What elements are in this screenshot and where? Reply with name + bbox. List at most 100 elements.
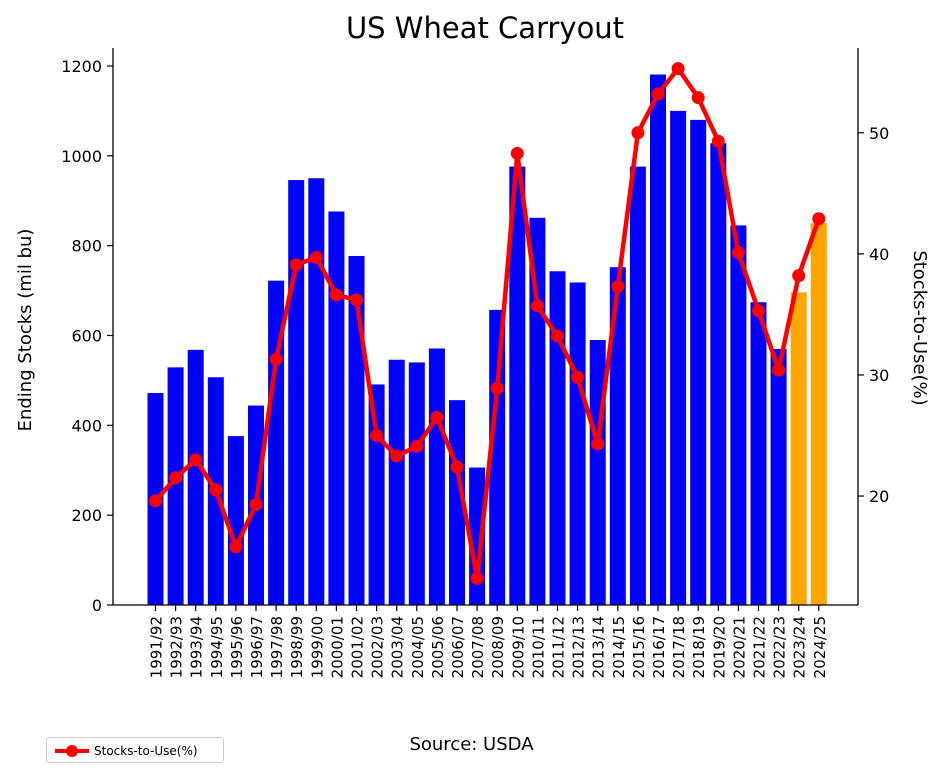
bar-2015-16 (629, 166, 646, 605)
bar-2001-02 (348, 255, 365, 605)
stocks-to-use-point-2015-16 (631, 126, 645, 140)
bar-2000-01 (328, 211, 345, 605)
bar-2003-04 (388, 359, 405, 605)
x-tick-label-2020-21: 2020/21 (730, 616, 748, 678)
x-tick-label-2019-20: 2019/20 (710, 616, 728, 678)
x-tick-label-1995-96: 1995/96 (228, 616, 246, 678)
stocks-to-use-point-1994-95 (209, 483, 223, 497)
bar-2017-18 (670, 110, 687, 606)
stocks-to-use-point-2017-18 (671, 62, 685, 76)
x-tick-label-2008-09: 2008/09 (489, 616, 507, 678)
stocks-to-use-point-1993-94 (189, 453, 203, 467)
bar-2007-08 (469, 467, 486, 605)
bar-2009-10 (509, 166, 526, 605)
stocks-to-use-line (153, 66, 821, 581)
stocks-to-use-point-2020-21 (731, 246, 745, 260)
bar-2014-15 (609, 267, 626, 605)
stocks-to-use-point-1995-96 (229, 540, 243, 554)
x-tick-label-2009-10: 2009/10 (509, 616, 527, 678)
x-tick-label-1992-93: 1992/93 (168, 616, 186, 678)
x-tick-label-1996-97: 1996/97 (248, 616, 266, 678)
bar-1993-94 (187, 349, 204, 605)
x-tick-label-2018-19: 2018/19 (690, 616, 708, 678)
x-tick-label-2013-14: 2013/14 (590, 616, 608, 678)
bar-2018-19 (690, 119, 707, 605)
x-tick-label-2021-22: 2021/22 (751, 616, 769, 678)
bar-1992-93 (167, 367, 184, 605)
x-tick-label-1993-94: 1993/94 (188, 616, 206, 678)
bar-2024-25 (810, 223, 827, 605)
x-tick-label-2017-18: 2017/18 (670, 616, 688, 678)
y2-axis-label: Stocks-to-Use(%) (909, 250, 930, 405)
bar-2012-13 (569, 282, 586, 605)
legend-marker-swatch (66, 745, 78, 757)
stocks-to-use-point-2021-22 (752, 304, 765, 318)
bar-2011-12 (549, 271, 566, 605)
y2-tick-label-20: 20 (869, 487, 889, 506)
stocks-to-use-point-2016-17 (651, 87, 665, 101)
x-tick-label-2015-16: 2015/16 (630, 616, 648, 678)
stocks-to-use-point-1991-92 (149, 494, 162, 508)
x-tick-label-2003-04: 2003/04 (389, 616, 407, 678)
stocks-to-use-point-2022-23 (772, 363, 786, 377)
bar-2020-21 (730, 225, 747, 605)
stocks-to-use-point-2007-08 (470, 571, 484, 585)
bar-1999-00 (308, 178, 325, 606)
x-tick-label-2002-03: 2002/03 (369, 616, 387, 678)
y-tick-label-0: 0 (92, 596, 102, 615)
y-axis-label: Ending Stocks (mil bu) (15, 229, 36, 432)
y-tick-label-800: 800 (71, 237, 102, 256)
bar-1995-96 (227, 436, 244, 605)
legend-label-stocks-to-use: Stocks-to-Use(%) (94, 744, 198, 758)
stocks-to-use-point-2018-19 (691, 91, 705, 105)
x-tick-label-2022-23: 2022/23 (771, 616, 789, 678)
stocks-to-use-point-2014-15 (611, 280, 625, 294)
x-tick-label-2005-06: 2005/06 (429, 616, 447, 678)
stocks-to-use-point-2008-09 (490, 381, 504, 395)
x-tick-label-2006-07: 2006/07 (449, 616, 467, 678)
stocks-to-use-point-1999-00 (309, 250, 323, 264)
stocks-to-use-point-2024-25 (812, 212, 826, 226)
x-tick-label-1999-00: 1999/00 (308, 616, 326, 678)
bar-2016-17 (650, 74, 666, 605)
legend: Stocks-to-Use(%) (46, 737, 224, 763)
y-tick-label-200: 200 (71, 506, 102, 525)
x-tick-label-1991-92: 1991/92 (148, 616, 166, 678)
y2-tick-label-40: 40 (869, 245, 889, 264)
x-tick-label-1997-98: 1997/98 (268, 616, 286, 678)
stocks-to-use-point-2000-01 (329, 288, 343, 302)
source-note: Source: USDA (409, 734, 534, 755)
stocks-to-use-point-1997-98 (269, 352, 283, 366)
stocks-to-use-point-2010-11 (530, 299, 544, 313)
x-tick-label-2016-17: 2016/17 (650, 616, 668, 678)
bar-1998-99 (288, 180, 305, 605)
x-tick-label-2011-12: 2011/12 (550, 616, 568, 678)
stocks-to-use-point-2019-20 (711, 134, 725, 148)
bar-2013-14 (589, 339, 606, 605)
bar-2019-20 (710, 143, 727, 605)
bar-2021-22 (750, 302, 767, 605)
stocks-to-use-point-2013-14 (591, 437, 605, 451)
x-tick-label-2000-01: 2000/01 (328, 616, 346, 678)
x-tick-label-2023-24: 2023/24 (791, 616, 809, 678)
y2-tick-label-30: 30 (869, 366, 889, 385)
stocks-to-use-point-2011-12 (551, 329, 564, 343)
x-tick-label-2012-13: 2012/13 (570, 616, 588, 678)
stocks-to-use-point-2002-03 (370, 428, 384, 442)
x-tick-label-1998-99: 1998/99 (288, 616, 306, 678)
x-tick-label-2001-02: 2001/02 (349, 616, 367, 678)
stocks-to-use-point-2001-02 (350, 293, 363, 307)
x-tick-label-2014-15: 2014/15 (610, 616, 628, 678)
x-tick-label-1994-95: 1994/95 (208, 616, 226, 678)
stocks-to-use-point-2012-13 (571, 370, 585, 384)
y-tick-label-1200: 1200 (61, 57, 102, 76)
bar-2005-06 (428, 348, 445, 605)
y2-tick-label-50: 50 (869, 124, 889, 143)
stocks-to-use-point-2005-06 (430, 410, 444, 424)
x-tick-label-2024-25: 2024/25 (811, 616, 829, 678)
x-tick-label-2010-11: 2010/11 (529, 616, 547, 678)
y-tick-label-1000: 1000 (61, 147, 102, 166)
y-tick-label-600: 600 (71, 326, 102, 345)
stocks-to-use-point-2006-07 (450, 460, 464, 474)
